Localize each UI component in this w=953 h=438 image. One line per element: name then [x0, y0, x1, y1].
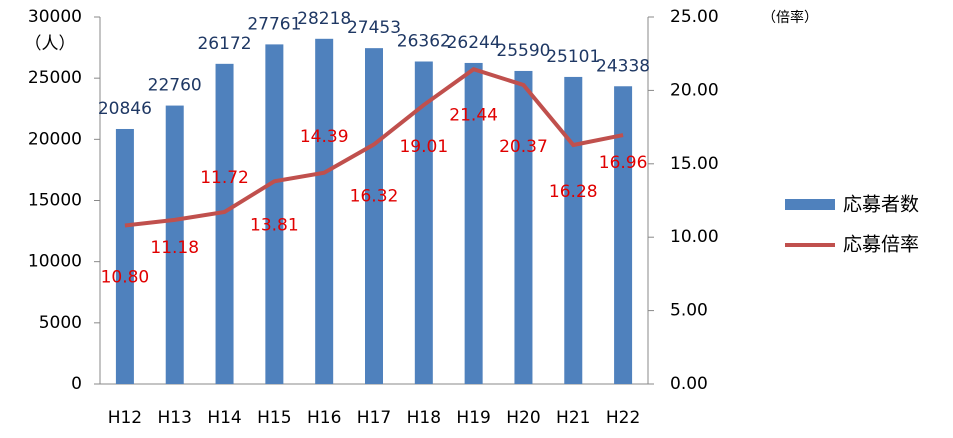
line-value-label: 11.72	[200, 168, 249, 188]
x-tick-label: H12	[108, 408, 142, 428]
y2-tick-label: 20.00	[670, 80, 719, 100]
legend-swatch	[785, 199, 835, 210]
bar-value-label: 24338	[596, 56, 650, 76]
y-tick-label: 15000	[28, 191, 82, 211]
y2-tick-label: 5.00	[670, 301, 708, 321]
line	[124, 67, 624, 228]
bar-value-label: 26172	[197, 34, 251, 54]
line-value-label: 10.80	[101, 267, 150, 287]
line-value-label: 19.01	[399, 137, 448, 157]
bar	[215, 63, 234, 385]
y2-tick-label: 15.00	[670, 154, 719, 174]
bar	[514, 70, 533, 384]
line-value-label: 13.81	[250, 215, 299, 235]
line-value-label: 11.18	[150, 238, 199, 258]
bar	[265, 44, 284, 384]
bar	[414, 61, 433, 384]
y2-axis-label: （倍率）	[762, 9, 818, 26]
y-tick-label: 5000	[39, 313, 82, 333]
x-tick-label: H19	[456, 408, 490, 428]
line-value-label: 14.39	[300, 127, 349, 147]
bar-value-label: 20846	[98, 99, 152, 119]
bar-value-label: 22760	[148, 76, 202, 96]
x-tick-label: H14	[207, 408, 241, 428]
y2-tick-label: 10.00	[670, 227, 719, 247]
x-tick-label: H20	[506, 408, 540, 428]
x-tick-label: H18	[407, 408, 441, 428]
y-tick-label: 10000	[28, 252, 82, 272]
bar	[315, 38, 334, 384]
x-tick-label: H13	[158, 408, 192, 428]
bar-value-label: 26244	[447, 33, 501, 53]
y-tick-label: 30000	[28, 7, 82, 27]
bar	[365, 48, 383, 385]
y-axis-label: （人）	[25, 34, 76, 54]
x-tick-label: H17	[357, 408, 391, 428]
bar-value-label: 25590	[496, 41, 550, 61]
x-tick-label: H16	[307, 408, 341, 428]
line-value-label: 16.32	[350, 186, 399, 206]
bar-value-label: 28218	[297, 9, 351, 29]
y2-tick-label: 0.00	[670, 374, 708, 394]
x-tick-label: H22	[606, 408, 640, 428]
x-tick-label: H15	[257, 408, 291, 428]
line-value-label: 21.44	[449, 105, 498, 125]
y-tick-label: 0	[71, 374, 82, 394]
line-value-label: 20.37	[499, 137, 548, 157]
bar	[464, 62, 483, 385]
bar-value-label: 25101	[546, 47, 600, 67]
bar-value-label: 27761	[247, 14, 301, 34]
line-value-label: 16.28	[549, 182, 598, 202]
bar-value-label: 26362	[397, 32, 451, 52]
bar	[165, 105, 184, 384]
legend-label: 応募倍率	[843, 234, 919, 256]
bar	[115, 128, 134, 384]
legend-label: 応募者数	[843, 194, 919, 216]
bar	[564, 76, 583, 385]
y-tick-label: 20000	[28, 129, 82, 149]
bar	[614, 86, 633, 384]
y-tick-label: 25000	[28, 68, 82, 88]
y2-tick-label: 25.00	[670, 7, 719, 27]
bar-value-label: 27453	[347, 18, 401, 38]
line-value-label: 16.96	[599, 153, 648, 173]
x-tick-label: H21	[556, 408, 590, 428]
